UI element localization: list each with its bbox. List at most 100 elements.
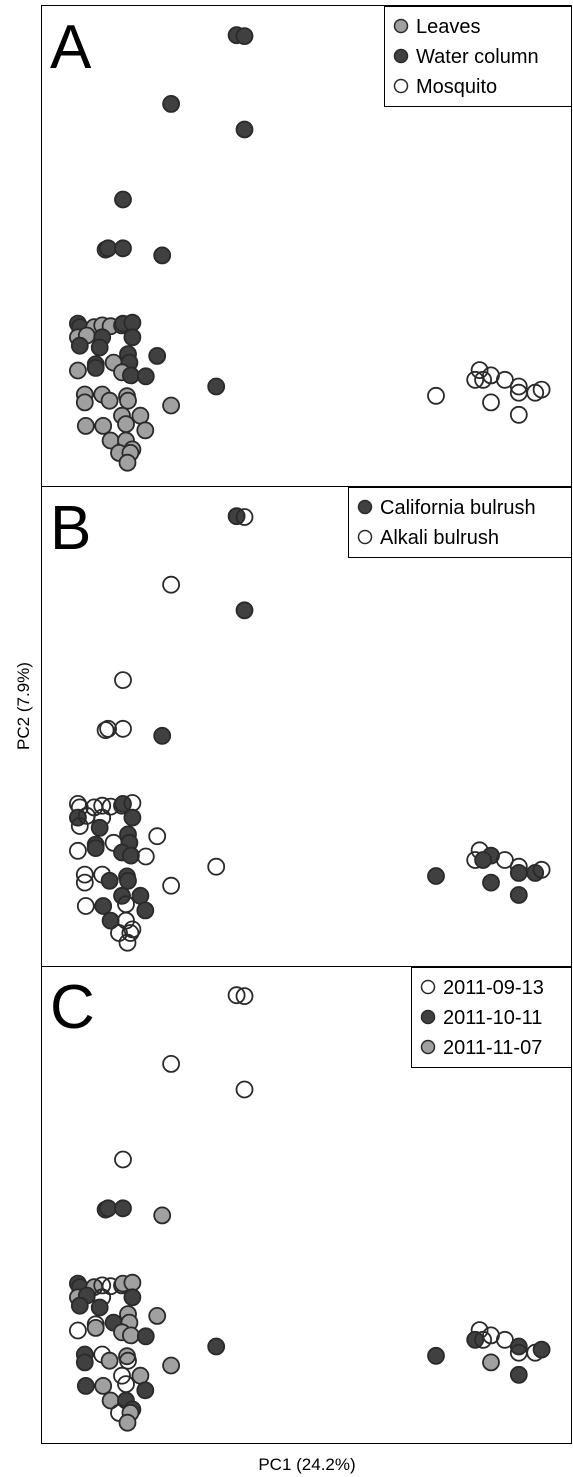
data-point [495,851,514,869]
data-point [131,1366,150,1385]
data-point [474,1330,493,1349]
data-point [162,1356,181,1375]
data-point [136,901,155,920]
data-point [113,886,131,905]
data-point [474,851,493,869]
plot-frame [41,5,572,1444]
legend-marker [393,18,409,34]
legend-label: 2011-11-07 [443,1037,542,1059]
data-point [99,1199,117,1218]
data-point [509,1365,528,1384]
legend-marker [420,1009,436,1025]
data-point [76,897,95,915]
data-point [100,1351,119,1370]
data-point [136,421,155,440]
data-point [136,1327,155,1346]
data-point [117,1375,135,1393]
data-point [119,871,137,890]
data-point [76,416,95,435]
panel-a: A Leaves Water column Mosquito [50,6,572,472]
data-point [86,358,105,377]
data-point [123,1273,142,1292]
data-point [86,1319,105,1337]
data-point [114,190,132,209]
legend-marker [420,979,436,995]
data-point [207,377,226,396]
legend: 2011-09-13 2011-10-11 2011-11-07 [411,967,572,1068]
data-point [114,671,132,689]
legend-marker [393,78,409,94]
panel-label: C [50,973,95,1042]
legend: California bulrush Alkali bulrush [348,487,572,558]
data-point [90,818,109,837]
data-point [121,846,140,865]
data-point [148,346,167,365]
legend-label: Mosquito [416,76,497,98]
data-point [153,246,172,265]
data-point [235,27,254,45]
data-point [427,386,445,405]
data-point [162,1055,181,1073]
data-point [427,867,445,885]
data-point [131,886,150,905]
data-point [75,873,94,892]
data-point [509,405,528,424]
data-point [114,239,132,258]
data-point [227,986,246,1005]
data-point [532,860,551,879]
data-point [235,601,254,620]
data-point [235,1080,254,1099]
data-point [119,391,137,410]
data-point [509,864,528,882]
data-point [118,933,137,952]
data-point [123,808,142,827]
legend-label: Water column [416,46,539,68]
data-point [70,817,89,835]
data-point [114,1199,132,1218]
data-point [235,120,254,139]
data-point [162,575,181,594]
y-axis-label: PC2 (7.9%) [14,662,33,750]
data-point [482,1353,500,1372]
data-point [148,1307,167,1325]
data-point [114,1150,132,1169]
panel-label: A [50,13,92,82]
data-point [207,857,226,876]
data-point [136,1381,155,1400]
data-point [136,367,155,386]
legend-box [348,487,572,558]
data-point [509,1337,528,1356]
data-point [162,876,181,895]
data-point [470,361,489,380]
legend-box [411,967,572,1068]
data-point [69,841,87,860]
data-point [86,839,105,857]
data-point [93,1276,112,1295]
data-point [131,406,150,425]
data-point [100,871,119,890]
panels: A Leaves Water column Mosquito B California b… [50,6,572,1432]
data-point [70,336,89,355]
data-point [495,370,514,389]
data-point [123,1288,142,1307]
legend: Leaves Water column Mosquito [384,6,572,107]
data-point [121,366,140,385]
data-point [482,393,500,412]
data-point [495,1330,514,1349]
data-point [69,1321,87,1340]
data-point [99,239,117,258]
legend-label: 2011-09-13 [443,977,544,999]
data-point [532,1340,551,1359]
data-point [70,1296,89,1315]
data-point [113,1366,131,1385]
data-point [75,393,94,412]
data-point [93,796,112,815]
legend-label: Alkali bulrush [380,527,499,549]
data-point [100,391,119,410]
data-point [121,1326,140,1345]
data-point [162,95,181,113]
data-point [509,1343,528,1362]
data-point [75,1353,94,1372]
data-point [466,370,485,389]
